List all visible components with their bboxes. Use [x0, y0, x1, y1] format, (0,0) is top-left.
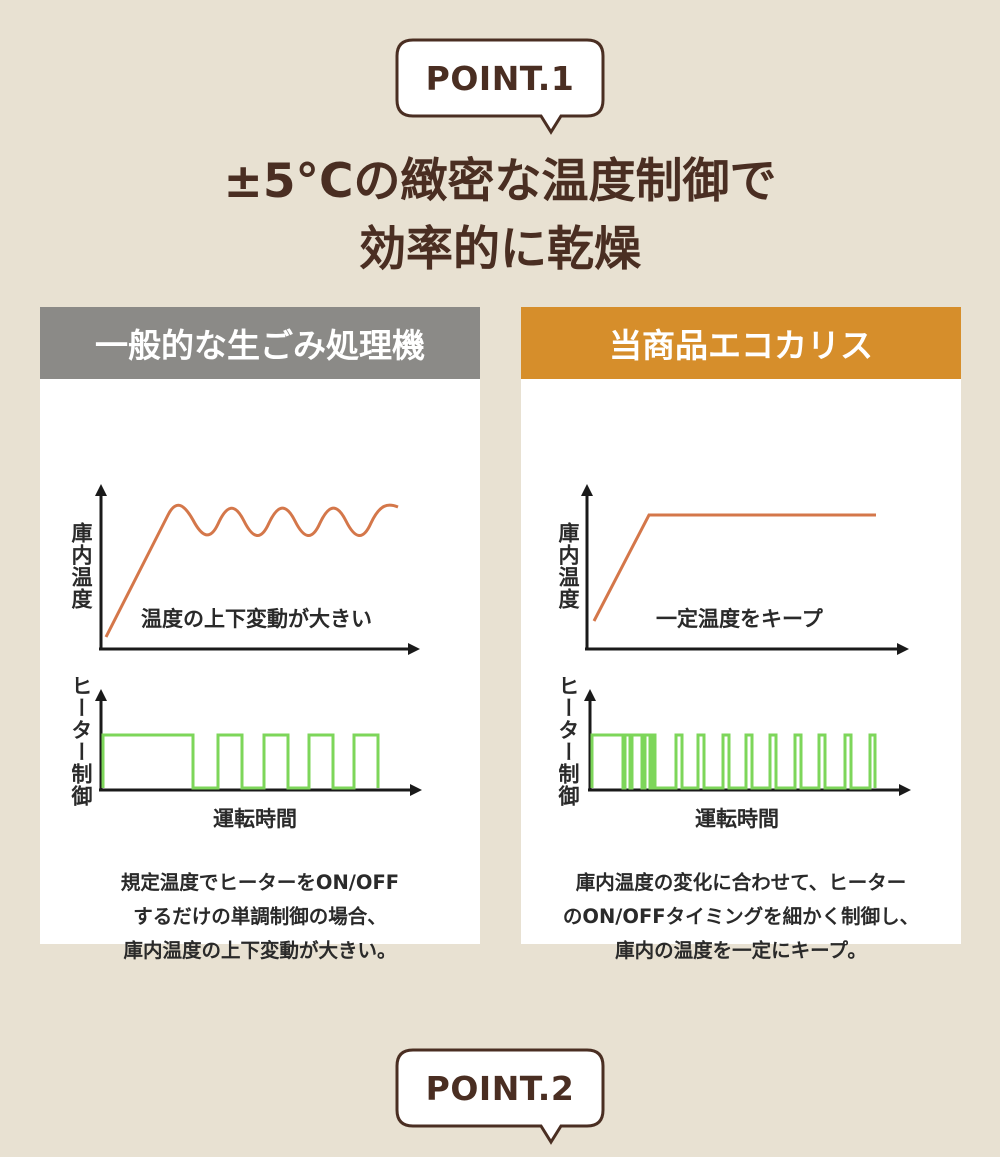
heater-axis-label: ヒーター制御 — [556, 675, 580, 807]
point1-bubble: POINT.1 — [395, 38, 605, 135]
card-conventional: 一般的な生ごみ処理機 庫内温度 温度の上下変動が大きい ヒーター制御 運転時間 … — [40, 307, 480, 962]
ecocaris-charts — [581, 484, 911, 796]
time-axis-label: 運転時間 — [213, 807, 297, 831]
heater-x-arrow — [899, 784, 911, 796]
card-body-ecocaris: 庫内温度 一定温度をキープ ヒーター制御 運転時間 庫内温度の変化に合わせて、ヒ… — [521, 379, 961, 962]
time-axis-label: 運転時間 — [695, 807, 779, 831]
description-line: 規定温度でヒーターをON/OFF — [120, 871, 400, 894]
description-line: のON/OFFタイミングを細かく制御し、 — [562, 905, 920, 928]
heater-signal-conventional — [101, 733, 380, 790]
page-title-line1: ±5°Cの緻密な温度制御で — [223, 154, 777, 209]
point1-label: POINT.1 — [425, 58, 575, 98]
speech-bubble-icon — [395, 38, 605, 135]
point2-label: POINT.2 — [425, 1068, 575, 1108]
temp-x-arrow — [897, 643, 909, 655]
page-title-line2: 効率的に乾燥 — [359, 222, 641, 277]
description-line: 庫内温度の上下変動が大きい。 — [123, 939, 397, 962]
conventional-charts — [95, 484, 422, 796]
temp-line-oscillating — [104, 503, 399, 638]
temp-axis-label: 庫内温度 — [69, 522, 93, 610]
temp-x-arrow — [408, 643, 420, 655]
temp-y-arrow — [581, 484, 593, 496]
heater-axis-label: ヒーター制御 — [69, 675, 93, 807]
description-ecocaris: 庫内温度の変化に合わせて、ヒーター のON/OFFタイミングを細かく制御し、 庫… — [521, 866, 961, 968]
speech-bubble-icon — [395, 1048, 605, 1145]
temp-axis-label: 庫内温度 — [556, 522, 580, 610]
temp-annotation: 一定温度をキープ — [656, 607, 823, 631]
description-line: 庫内の温度を一定にキープ。 — [615, 939, 867, 962]
heater-y-arrow — [95, 689, 107, 701]
point2-bubble: POINT.2 — [395, 1048, 605, 1145]
card-body-conventional: 庫内温度 温度の上下変動が大きい ヒーター制御 運転時間 規定温度でヒーターをO… — [40, 379, 480, 962]
card-header-conventional: 一般的な生ごみ処理機 — [40, 307, 480, 379]
card-ecocaris: 当商品エコカリス 庫内温度 一定温度をキープ ヒーター制御 運転時間 庫内温度の… — [521, 307, 961, 962]
description-line: するだけの単調制御の場合、 — [133, 905, 387, 928]
temp-annotation: 温度の上下変動が大きい — [141, 607, 372, 631]
temp-line-constant — [592, 513, 876, 622]
description-line: 庫内温度の変化に合わせて、ヒーター — [575, 871, 907, 894]
card-header-ecocaris: 当商品エコカリス — [521, 307, 961, 379]
heater-signal-ecocaris — [590, 733, 877, 790]
temp-y-arrow — [95, 484, 107, 496]
heater-x-arrow — [410, 784, 422, 796]
description-conventional: 規定温度でヒーターをON/OFF するだけの単調制御の場合、 庫内温度の上下変動… — [40, 866, 480, 968]
heater-y-arrow — [584, 689, 596, 701]
